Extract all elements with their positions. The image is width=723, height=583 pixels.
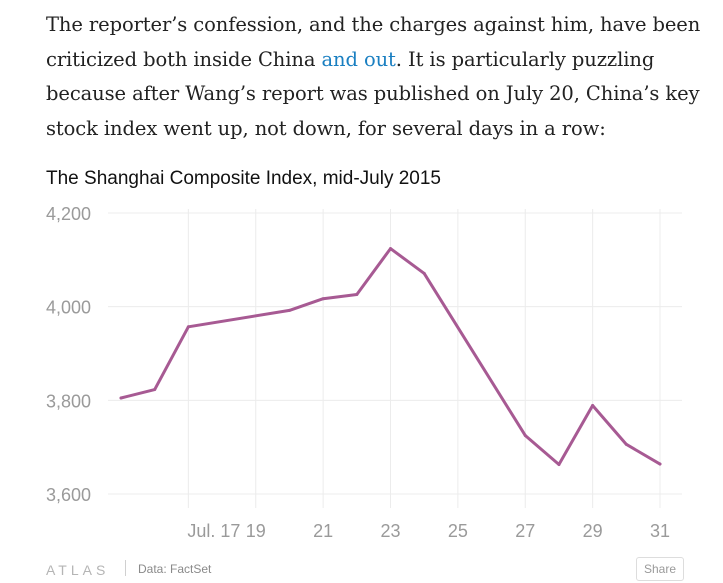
x-tick-label: Jul. 17 [187,521,240,541]
x-tick-label: 31 [650,521,670,541]
data-point [422,271,426,275]
data-point [591,403,595,407]
x-tick-label: 25 [448,521,468,541]
data-point [287,308,291,312]
data-point [119,396,123,400]
data-point [624,442,628,446]
share-button[interactable]: Share [635,557,684,581]
y-axis-ticks: 3,600 3,800 4,000 4,200 [46,204,91,505]
x-tick-label: 27 [515,521,535,541]
data-source: Data: FactSet [138,562,212,576]
x-axis-ticks: Jul. 17 19 21 23 25 27 29 31 [187,521,670,541]
data-point [389,247,392,251]
x-tick-label: 19 [246,521,266,541]
article-text-1: The reporter’s confession, and the charg… [46,13,701,71]
x-tick-label: 23 [380,521,400,541]
x-tick-label: 21 [313,521,333,541]
data-point [658,462,662,466]
series-shanghai-composite [119,247,662,466]
data-point [557,462,561,466]
grid-lines [108,209,682,508]
chart-title: The Shanghai Composite Index, mid-July 2… [46,168,442,189]
data-point [321,297,325,301]
chart-footer: ATLAS Data: FactSet Share [46,556,686,581]
x-tick-label: 29 [583,521,603,541]
footer-divider [125,560,126,576]
article-text-2: . It is particularly puzzling because af… [46,47,700,140]
y-tick-label: 3,600 [46,485,91,505]
data-point [186,325,190,329]
data-point [153,388,157,392]
y-tick-label: 4,000 [46,298,91,318]
and-out-link[interactable]: and out [321,47,396,71]
data-point [523,433,527,437]
atlas-logo[interactable]: ATLAS [46,562,110,578]
article-paragraph: The reporter’s confession, and the charg… [46,8,706,146]
y-tick-label: 4,200 [46,204,91,224]
line-chart: 3,600 3,800 4,000 4,200 Jul. 17 19 21 23 25 27 29… [46,204,682,541]
y-tick-label: 3,800 [46,391,91,411]
data-point [355,292,359,296]
